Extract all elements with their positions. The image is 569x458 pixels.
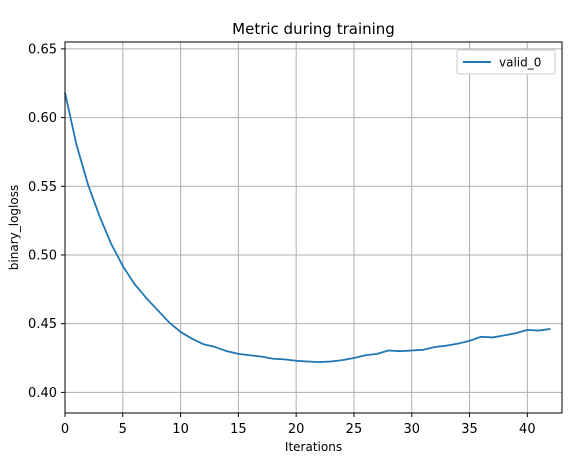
x-tick-label: 20 — [288, 422, 305, 437]
x-tick-label: 40 — [519, 422, 536, 437]
x-axis-ticks: 0 5 10 15 20 25 30 35 40 — [61, 413, 536, 437]
x-tick-label: 10 — [172, 422, 189, 437]
x-tick-label: 0 — [61, 422, 69, 437]
y-tick-label: 0.45 — [28, 317, 57, 332]
y-tick-label: 0.50 — [28, 248, 57, 263]
y-axis-ticks: 0.40 0.45 0.50 0.55 0.60 0.65 — [28, 42, 65, 401]
y-tick-label: 0.60 — [28, 111, 57, 126]
x-tick-label: 30 — [403, 422, 420, 437]
chart-title: Metric during training — [232, 20, 395, 38]
x-tick-label: 25 — [346, 422, 363, 437]
x-axis-label: Iterations — [285, 440, 342, 454]
y-tick-label: 0.65 — [28, 42, 57, 57]
y-tick-label: 0.40 — [28, 386, 57, 401]
y-tick-label: 0.55 — [28, 180, 57, 195]
plot-area-frame — [64, 41, 563, 414]
x-tick-label: 5 — [119, 422, 127, 437]
grid — [64, 42, 562, 413]
y-axis-label: binary_logloss — [7, 185, 21, 270]
legend: valid_0 — [456, 49, 556, 75]
legend-label-valid-0: valid_0 — [499, 56, 541, 70]
x-tick-label: 35 — [461, 422, 478, 437]
series-layer — [64, 92, 551, 364]
series-line-valid-0 — [64, 92, 551, 364]
x-tick-label: 15 — [230, 422, 247, 437]
legend-box — [456, 49, 556, 75]
